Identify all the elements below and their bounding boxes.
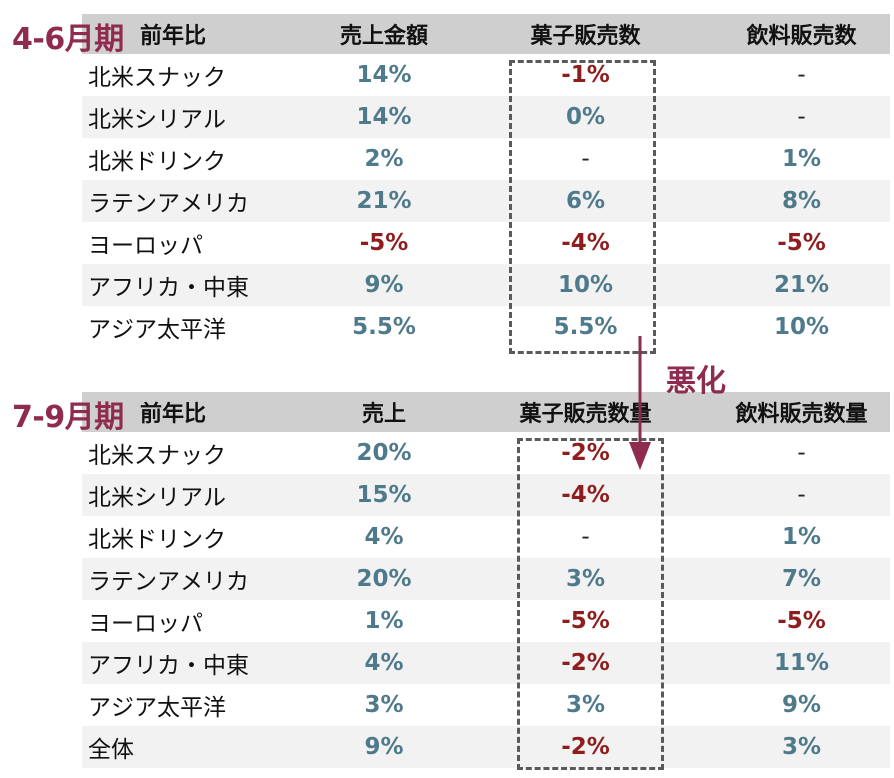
table-header: 前年比 売上金額 菓子販売数 飲料販売数 [82, 14, 890, 54]
header-col-1: 売上 [361, 402, 406, 427]
beverage-value: 8% [781, 188, 822, 214]
confectionery-value: -4% [561, 230, 610, 256]
region-name: アジア太平洋 [88, 695, 226, 721]
sales-value: 14% [356, 104, 412, 130]
region-name: 北米シリアル [88, 107, 226, 133]
region-name: 北米スナック [88, 443, 226, 469]
confectionery-value: 10% [557, 272, 614, 298]
header-yoy: 前年比 [140, 24, 207, 49]
table-row: 北米スナック 20% -2% - [82, 432, 890, 474]
sales-value: 14% [356, 62, 412, 88]
worsened-annotation: 悪化 [666, 364, 726, 399]
table-row: 北米ドリンク 4% - 1% [82, 516, 890, 558]
confectionery-value: 6% [565, 188, 606, 214]
period-label-q2: 4-6月期 [12, 22, 124, 57]
sales-value: 15% [356, 482, 412, 508]
beverage-value: 9% [781, 692, 822, 718]
sales-value: 1% [364, 608, 404, 634]
sales-value: 21% [356, 188, 412, 214]
header-col-1: 売上金額 [339, 24, 428, 49]
header-col-3: 飲料販売数 [746, 24, 857, 49]
confectionery-value: -2% [561, 440, 610, 466]
table-row: アジア太平洋 5.5% 5.5% 10% [82, 306, 890, 348]
sales-value: 9% [364, 734, 404, 760]
table-row: 北米ドリンク 2% - 1% [82, 138, 890, 180]
period-label-q3: 7-9月期 [12, 400, 124, 435]
region-name: 北米ドリンク [88, 149, 226, 175]
sales-value: 9% [364, 272, 404, 298]
sales-value: 2% [364, 146, 404, 172]
table-row: ヨーロッパ 1% -5% -5% [82, 600, 890, 642]
beverage-value: 3% [781, 734, 822, 760]
table-body: 北米スナック 20% -2% - 北米シリアル 15% -4% - 北米ドリンク 4% - 1% ラテン… [82, 432, 890, 768]
beverage-value: 1% [781, 524, 822, 550]
sales-value: 20% [356, 440, 412, 466]
table-q2: 前年比 売上金額 菓子販売数 飲料販売数 北米スナック 14% -1% - 北米シリアル… [82, 14, 890, 348]
region-name: 北米スナック [88, 65, 226, 91]
confectionery-value: -2% [561, 650, 610, 676]
table-row: ラテンアメリカ 21% 6% 8% [82, 180, 890, 222]
confectionery-value: 0% [565, 104, 606, 130]
header-yoy: 前年比 [140, 402, 207, 427]
beverage-value: 21% [773, 272, 830, 298]
region-name: ラテンアメリカ [88, 191, 249, 217]
confectionery-value: 5.5% [553, 314, 618, 340]
table-row: ラテンアメリカ 20% 3% 7% [82, 558, 890, 600]
region-name: 北米シリアル [88, 485, 226, 511]
table-row: 全体 9% -2% 3% [82, 726, 890, 768]
confectionery-value: 3% [565, 692, 606, 718]
sales-value: 20% [356, 566, 412, 592]
region-name: アジア太平洋 [88, 317, 226, 343]
table-row: 北米シリアル 14% 0% - [82, 96, 890, 138]
beverage-value: 10% [773, 314, 830, 340]
header-col-2: 菓子販売数 [530, 24, 641, 49]
header-col-2: 菓子販売数量 [519, 402, 652, 427]
table-row: 北米スナック 14% -1% - [82, 54, 890, 96]
table-row: アフリカ・中東 4% -2% 11% [82, 642, 890, 684]
region-name: アフリカ・中東 [88, 275, 249, 301]
table-row: アジア太平洋 3% 3% 9% [82, 684, 890, 726]
beverage-value: - [797, 440, 806, 466]
down-arrow-icon [629, 336, 651, 470]
region-name: ラテンアメリカ [88, 569, 249, 595]
sales-value: 3% [364, 692, 404, 718]
table-header: 前年比 売上 菓子販売数量 飲料販売数量 [82, 392, 890, 432]
beverage-value: 1% [781, 146, 822, 172]
table-row: アフリカ・中東 9% 10% 21% [82, 264, 890, 306]
beverage-value: - [797, 482, 806, 508]
sales-value: 5.5% [352, 314, 416, 340]
region-name: ヨーロッパ [88, 611, 203, 637]
table-row: 北米シリアル 15% -4% - [82, 474, 890, 516]
confectionery-value: -2% [561, 734, 610, 760]
region-name: 全体 [88, 737, 134, 763]
confectionery-value: - [581, 524, 590, 550]
region-name: 北米ドリンク [88, 527, 226, 553]
confectionery-value: 3% [565, 566, 606, 592]
confectionery-value: -5% [561, 608, 610, 634]
confectionery-value: - [581, 146, 590, 172]
beverage-value: -5% [777, 608, 826, 634]
region-name: ヨーロッパ [88, 233, 203, 259]
sales-value: -5% [359, 230, 409, 256]
table-row: ヨーロッパ -5% -4% -5% [82, 222, 890, 264]
confectionery-value: -1% [561, 62, 610, 88]
beverage-value: - [797, 62, 806, 88]
beverage-value: 11% [773, 650, 830, 676]
region-name: アフリカ・中東 [88, 653, 249, 679]
beverage-value: 7% [781, 566, 822, 592]
table-body: 北米スナック 14% -1% - 北米シリアル 14% 0% - 北米ドリンク 2% -1% ラテンア… [82, 54, 890, 348]
beverage-value: -5% [777, 230, 826, 256]
header-col-3: 飲料販売数量 [735, 402, 868, 427]
beverage-value: - [797, 104, 806, 130]
table-q3: 前年比 売上 菓子販売数量 飲料販売数量 北米スナック 20% -2% - 北米シリアル… [82, 392, 890, 768]
sales-value: 4% [364, 650, 404, 676]
sales-value: 4% [364, 524, 404, 550]
confectionery-value: -4% [561, 482, 610, 508]
